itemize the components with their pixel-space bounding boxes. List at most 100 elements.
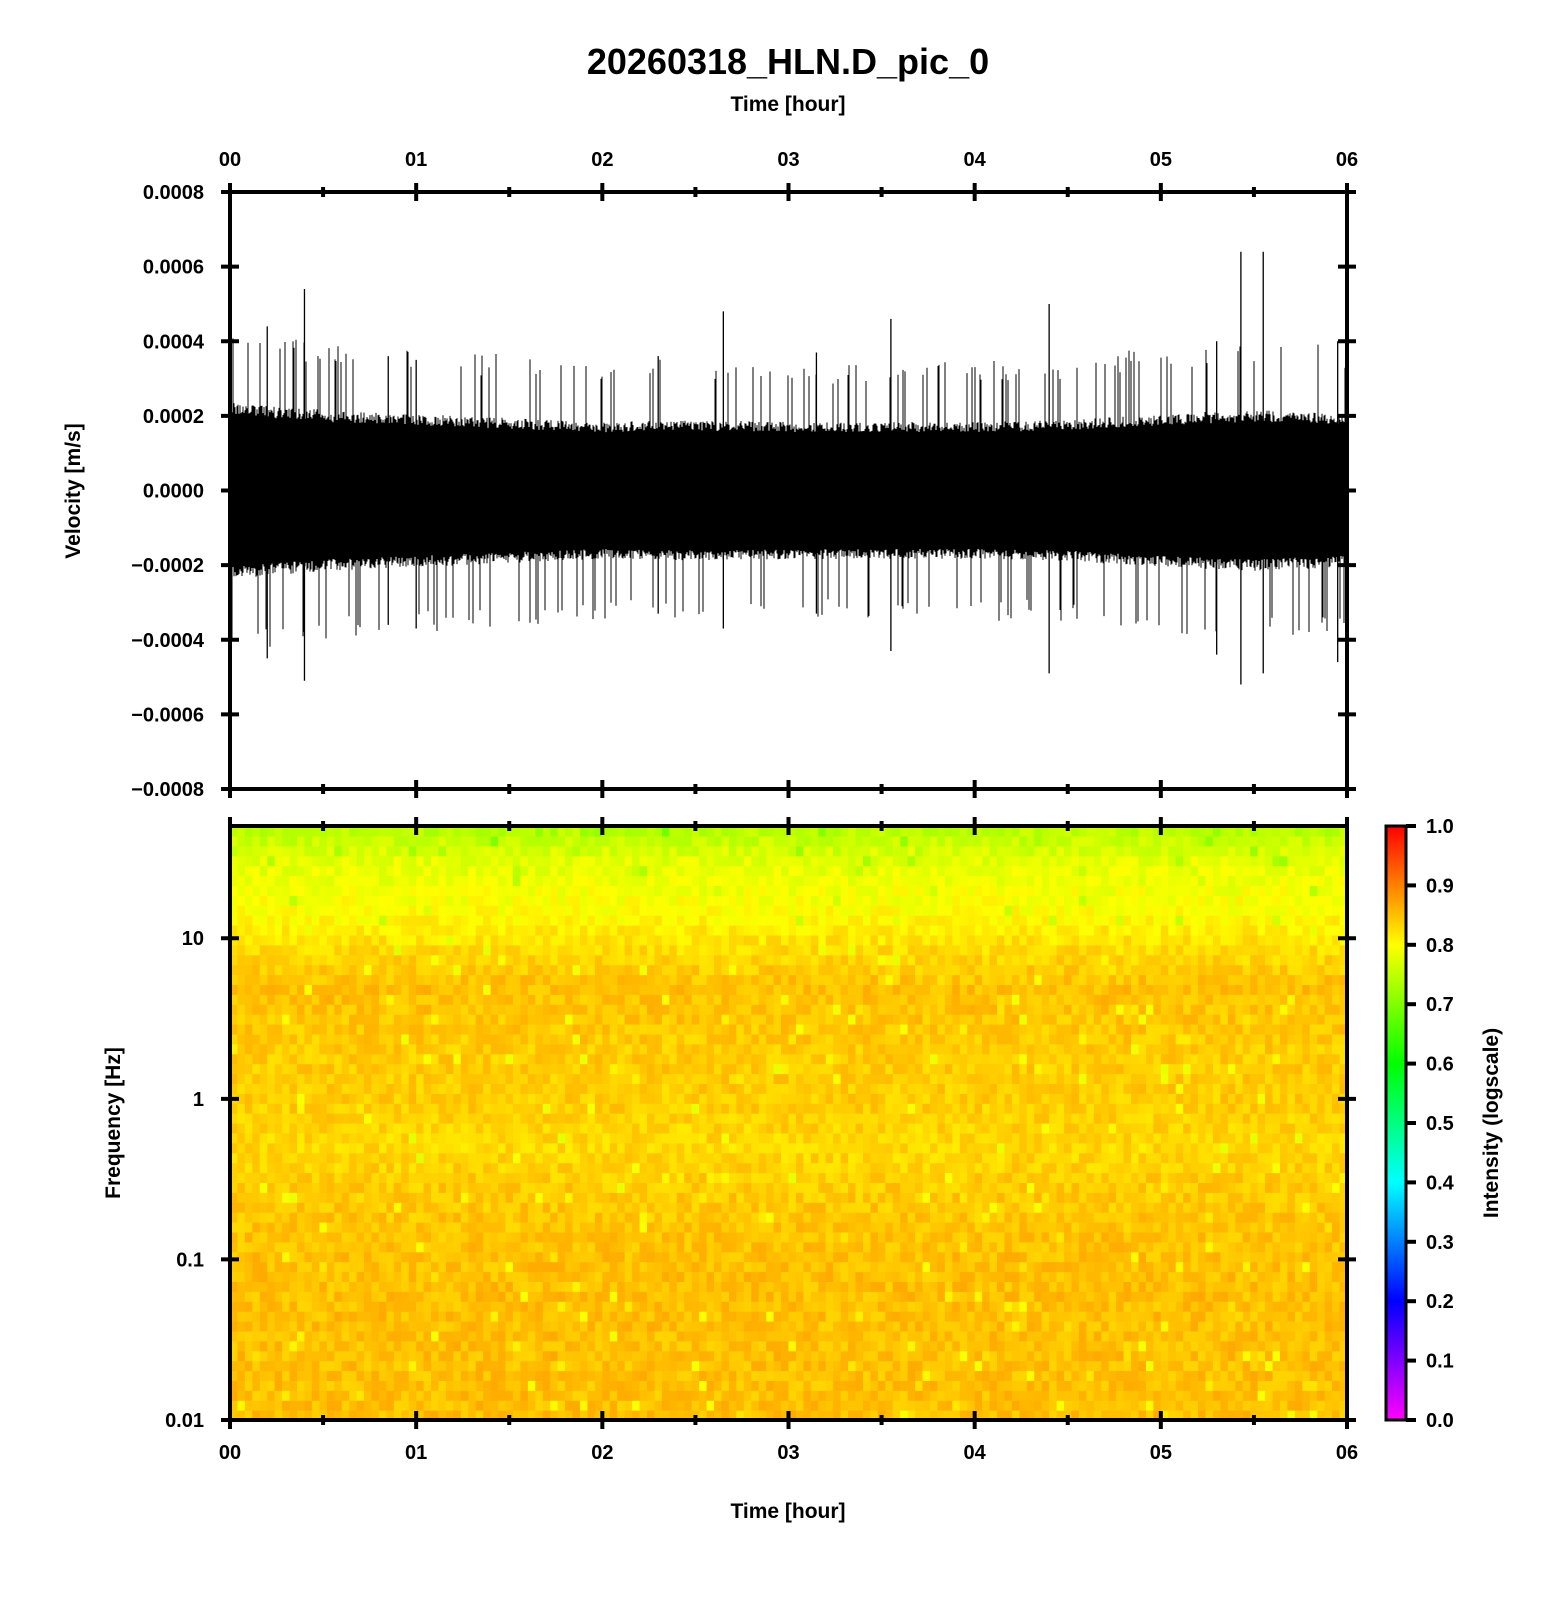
spectrogram-cell (728, 1192, 737, 1203)
spectrogram-cell (1145, 1231, 1154, 1243)
spectrogram-cell (1294, 1103, 1303, 1114)
spectrogram-cell (1056, 1291, 1065, 1302)
spectrogram-cell (356, 1390, 365, 1401)
spectrogram-cell (289, 1301, 298, 1312)
spectrogram-cell (1190, 1172, 1199, 1183)
spectrogram-cell (520, 1380, 529, 1391)
spectrogram-cell (803, 1400, 812, 1411)
spectrogram-cell (1332, 1172, 1341, 1183)
spectrogram-cell (1086, 1123, 1095, 1134)
spectrogram-cell (1160, 1321, 1169, 1332)
spectrogram-cell (341, 1162, 350, 1174)
spectrogram-cell (714, 1093, 723, 1104)
spectrogram-cell (297, 1241, 306, 1253)
spectrogram-cell (1287, 1281, 1296, 1292)
spectrogram-cell (512, 1192, 522, 1203)
spectrogram-cell (490, 1271, 499, 1282)
spectrogram-cell (654, 1132, 663, 1144)
spectrogram-cell (1227, 1291, 1236, 1302)
spectrogram-cell (862, 1152, 872, 1164)
spectrogram-cell (907, 1370, 916, 1381)
spectrogram-cell (1071, 1311, 1080, 1322)
spectrogram-cell (1227, 1172, 1236, 1183)
spectrogram-cell (647, 1350, 656, 1362)
spectrogram-cell (371, 1212, 380, 1223)
spectrogram-cell (371, 1251, 380, 1263)
spectrogram-cell (282, 1261, 291, 1273)
spectrogram-cell (974, 1291, 983, 1302)
spectrogram-cell (624, 1261, 633, 1273)
spectrogram-cell (758, 1350, 767, 1362)
spectrogram-cell (997, 1350, 1006, 1362)
spectrogram-cell (527, 1241, 536, 1253)
spectrogram-cell (341, 1113, 350, 1124)
spectrogram-cell (483, 1350, 492, 1362)
spectrogram-cell (326, 1340, 335, 1352)
spectrogram-cell (468, 1103, 477, 1114)
spectrogram-cell (1324, 1251, 1333, 1263)
spectrogram-cell (795, 1281, 804, 1292)
spectrogram-cell (1190, 1261, 1199, 1273)
spectrogram-cell (334, 1271, 343, 1282)
spectrogram-cell (825, 1132, 834, 1144)
spectrogram-cell (416, 1123, 425, 1134)
spectrogram-cell (1049, 1132, 1058, 1144)
spectrogram-cell (282, 1301, 291, 1312)
spectrogram-cell (230, 1281, 239, 1292)
spectrogram-cell (915, 1360, 924, 1372)
spectrogram-cell (475, 1222, 484, 1233)
spectrogram-cell (751, 1301, 760, 1312)
spectrogram-cell (721, 1410, 730, 1420)
spectrogram-cell (1153, 1261, 1162, 1273)
spectrogram-cell (483, 1132, 492, 1144)
spectrogram-cell (632, 1093, 641, 1104)
spectrogram-cell (699, 1162, 708, 1174)
spectrogram-cell (445, 1172, 454, 1183)
spectrogram-cell (550, 1222, 559, 1233)
spectrogram-cell (334, 1182, 343, 1193)
spectrogram-cell (408, 1142, 417, 1154)
spectrogram-cell (408, 1132, 417, 1144)
spectrogram-cell (1041, 1330, 1050, 1342)
spectrogram-cell (304, 1241, 313, 1253)
spectrogram-cell (527, 1410, 536, 1420)
spectrogram-cell (781, 1311, 790, 1322)
spectrogram-cell (840, 1231, 849, 1243)
spectrogram-cell (602, 1241, 611, 1253)
spectrogram-cell (259, 1212, 268, 1223)
spectrogram-cell (840, 1321, 849, 1332)
spectrogram-cell (341, 1350, 350, 1362)
spectrogram-cell (1078, 1123, 1087, 1134)
spectrogram-cell (758, 1202, 767, 1213)
spectrogram-cell (252, 1251, 261, 1263)
spectrogram-cell (870, 1231, 879, 1243)
spectrogram-cell (1019, 1152, 1028, 1164)
spectrogram-cell (952, 1093, 961, 1104)
spectrogram-cell (1332, 1330, 1341, 1342)
spectrogram-cell (706, 1231, 715, 1243)
spectrogram-cell (1034, 1281, 1043, 1292)
waveform-y-axis-label: Velocity [m/s] (62, 423, 85, 558)
spectrogram-cell (624, 1380, 633, 1391)
waveform-y-tick-label: 0.0000 (143, 481, 204, 503)
spectrogram-cell (818, 1182, 827, 1193)
spectrogram-cell (647, 1123, 656, 1134)
spectrogram-cell (788, 1380, 797, 1391)
spectrogram-cell (639, 1321, 648, 1332)
spectrogram-cell (795, 1251, 804, 1263)
spectrogram-cell (848, 1251, 857, 1263)
spectrogram-cell (594, 1321, 603, 1332)
spectrogram-cell (535, 1350, 544, 1362)
spectrogram-cell (632, 1172, 641, 1183)
spectrogram-cell (721, 1321, 730, 1332)
spectrogram-cell (691, 1311, 700, 1322)
spectrogram-cell (505, 1370, 514, 1381)
spectrogram-cell (490, 1390, 499, 1401)
spectrogram-cell (1049, 1360, 1058, 1372)
spectrogram-cell (870, 1360, 879, 1372)
spectrogram-cell (237, 1222, 246, 1233)
spectrogram-cell (743, 1370, 752, 1381)
waveform-y-tick-label: −0.0006 (131, 704, 204, 726)
spectrogram-cell (1034, 1291, 1043, 1302)
spectrogram-cell (691, 1123, 700, 1134)
